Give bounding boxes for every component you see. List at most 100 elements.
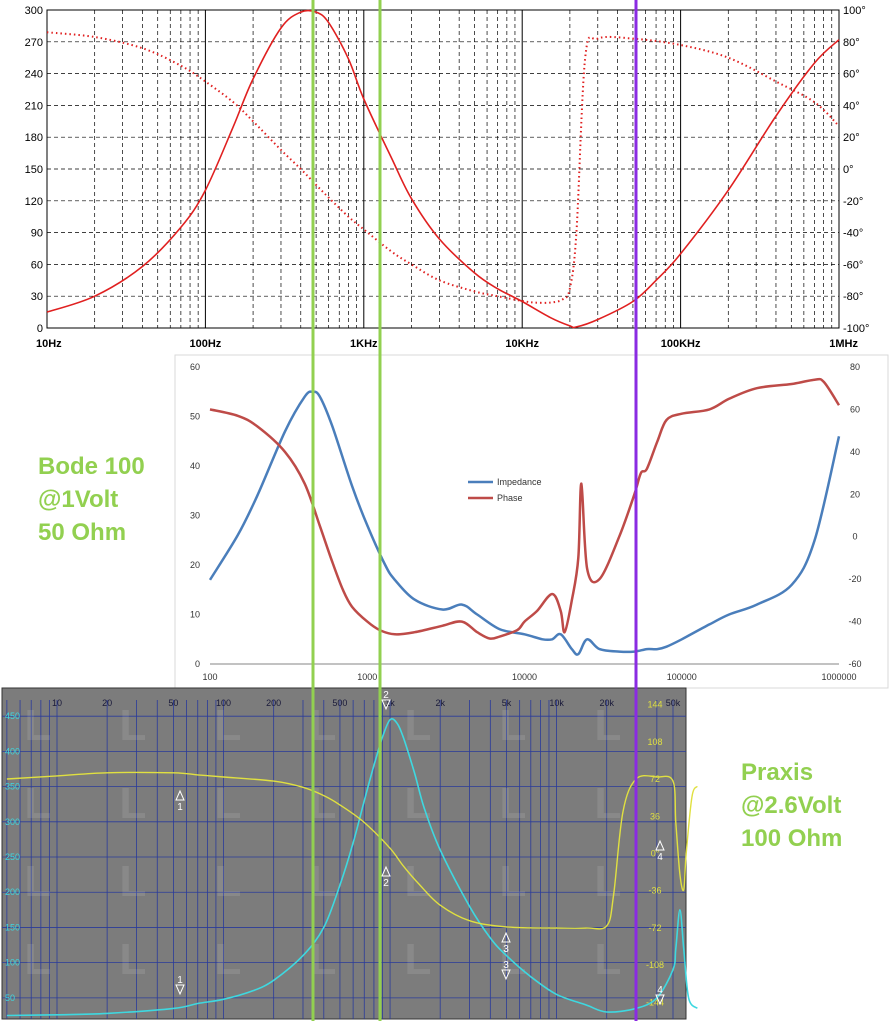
middle-chart-frame <box>174 354 889 689</box>
middle-legend: Impedance Phase <box>468 477 542 503</box>
y-left-tick-label: 300 <box>25 5 43 17</box>
phase-series-line <box>209 377 841 640</box>
marker-number: 3 <box>503 944 509 955</box>
x-tick-label: 1000 <box>357 672 377 682</box>
y-left-tick-label: 90 <box>31 228 43 240</box>
y-left-tick-label: 0 <box>195 659 200 669</box>
y-right-tick-label: 100° <box>843 5 866 17</box>
top-tick-labels: 10Hz 100Hz 1KHz 10KHz 100KHz 1MHz 0 30 60 90 120 15… <box>25 5 870 350</box>
y-right-tick-label: 20 <box>850 489 860 499</box>
watermark-logo: L <box>25 779 52 828</box>
x-tick-label: 1KHz <box>350 338 378 350</box>
y-left-tick-label: 240 <box>25 69 43 81</box>
bottom-praxis-plot: L L L L L L LL L L L L L LL L L L L L LL L L L L L L 10 20 50 100 20… <box>1 687 698 1020</box>
marker-number: 1 <box>177 975 183 986</box>
bode-label: Bode 100 @1Volt 50 Ohm <box>38 450 145 549</box>
y-right-tick-label: -40 <box>848 617 861 627</box>
y-right-tick-label: -60° <box>843 259 863 271</box>
y-left-tick-label: 30 <box>31 291 43 303</box>
watermark-logo: L <box>500 701 527 750</box>
x-tick-label: 10Hz <box>36 338 62 350</box>
watermark-logo: L <box>120 857 147 906</box>
bode-label-line-3: 50 Ohm <box>38 519 127 546</box>
y-left-tick-label: 300 <box>5 817 20 827</box>
watermark-logo: L <box>500 857 527 906</box>
bode-label-line-2: @1Volt <box>38 486 119 513</box>
y-right-tick-label: 0 <box>852 532 857 542</box>
y-left-tick-label: 250 <box>5 852 20 862</box>
watermark-logo: L <box>215 779 242 828</box>
marker-arrow <box>175 984 185 996</box>
watermark-logo: L <box>25 857 52 906</box>
y-right-tick-label: -100° <box>843 323 869 335</box>
y-left-tick-label: 20 <box>190 560 200 570</box>
watermark-logo: L <box>25 701 52 750</box>
y-left-tick-label: 0 <box>37 323 43 335</box>
y-right-tick-label: 108 <box>647 737 662 747</box>
marker-number: 2 <box>383 878 389 889</box>
legend-phase-label: Phase <box>497 493 523 503</box>
y-right-tick-label: -20° <box>843 196 863 208</box>
y-right-tick-label: 20° <box>843 132 860 144</box>
y-right-tick-label: 60° <box>843 69 860 81</box>
marker-number: 3 <box>503 960 509 971</box>
watermark-logo: L <box>500 935 527 984</box>
marker-arrow <box>655 994 665 1006</box>
bode-label-line-1: Bode 100 <box>38 453 145 480</box>
watermark-logo: L <box>120 935 147 984</box>
x-tick-label: 1MHz <box>829 338 858 350</box>
y-left-tick-label: 30 <box>190 511 200 521</box>
praxis-label-line-1: Praxis <box>741 759 814 786</box>
marker-arrow <box>175 789 185 801</box>
x-tick-label: 1000000 <box>821 672 856 682</box>
phase-trace <box>6 771 698 930</box>
y-right-tick-label: 60 <box>850 404 860 414</box>
phase-curve <box>46 31 840 304</box>
watermark-logo: L <box>405 935 432 984</box>
watermark-logo: L <box>215 701 242 750</box>
watermark-logo: L <box>120 779 147 828</box>
top-bode-plot: 10Hz 100Hz 1KHz 10KHz 100KHz 1MHz 0 30 60 90 120 15… <box>25 5 870 350</box>
y-left-tick-label: 180 <box>25 132 43 144</box>
marker-number: 2 <box>383 690 389 701</box>
x-tick-label: 50k <box>666 698 681 708</box>
y-right-tick-label: -80° <box>843 291 863 303</box>
x-tick-label: 2k <box>435 698 445 708</box>
y-left-tick-label: 210 <box>25 100 43 112</box>
legend-impedance-label: Impedance <box>497 477 542 487</box>
marker-number: 4 <box>657 852 663 863</box>
x-tick-label: 10000 <box>512 672 537 682</box>
x-tick-label: 200 <box>266 698 281 708</box>
bottom-plot-area <box>1 687 687 1020</box>
y-left-tick-label: 100 <box>5 958 20 968</box>
y-right-tick-label: 0° <box>651 849 660 859</box>
x-tick-label: 100000 <box>667 672 697 682</box>
watermark-logo: L <box>405 701 432 750</box>
watermark-logo: L <box>215 857 242 906</box>
marker-arrow <box>655 839 665 851</box>
y-left-tick-label: 50 <box>190 412 200 422</box>
watermark-logo: L <box>595 935 622 984</box>
x-tick-label: 100Hz <box>190 338 222 350</box>
praxis-label: Praxis @2.6Volt 100 Ohm <box>741 756 842 855</box>
y-right-tick-label: 72 <box>650 774 660 784</box>
y-right-tick-label: -144 <box>646 997 664 1007</box>
praxis-label-line-2: @2.6Volt <box>741 792 842 819</box>
x-tick-label: 5k <box>502 698 512 708</box>
impedance-trace <box>6 718 698 1017</box>
bottom-tick-labels: 10 20 50 100 200 500 1k 2k 5k 10k 20k 50k5010015020… <box>5 698 681 1007</box>
y-right-tick-label: -40° <box>843 228 863 240</box>
x-tick-label: 50 <box>168 698 178 708</box>
y-left-tick-label: 120 <box>25 196 43 208</box>
y-left-tick-label: 10 <box>190 610 200 620</box>
middle-excel-chart: 100 1000 10000 100000 1000000 0 10 20 30 40 50 60 -6… <box>174 354 889 689</box>
x-tick-label: 100 <box>216 698 231 708</box>
y-left-tick-label: 150 <box>5 922 20 932</box>
bottom-series <box>6 718 698 1017</box>
x-tick-label: 20k <box>599 698 614 708</box>
y-right-tick-label: 80 <box>850 362 860 372</box>
marker-arrow <box>501 969 511 981</box>
watermark-logo: L <box>405 857 432 906</box>
y-left-tick-label: 60 <box>190 362 200 372</box>
marker-number: 1 <box>177 802 183 813</box>
